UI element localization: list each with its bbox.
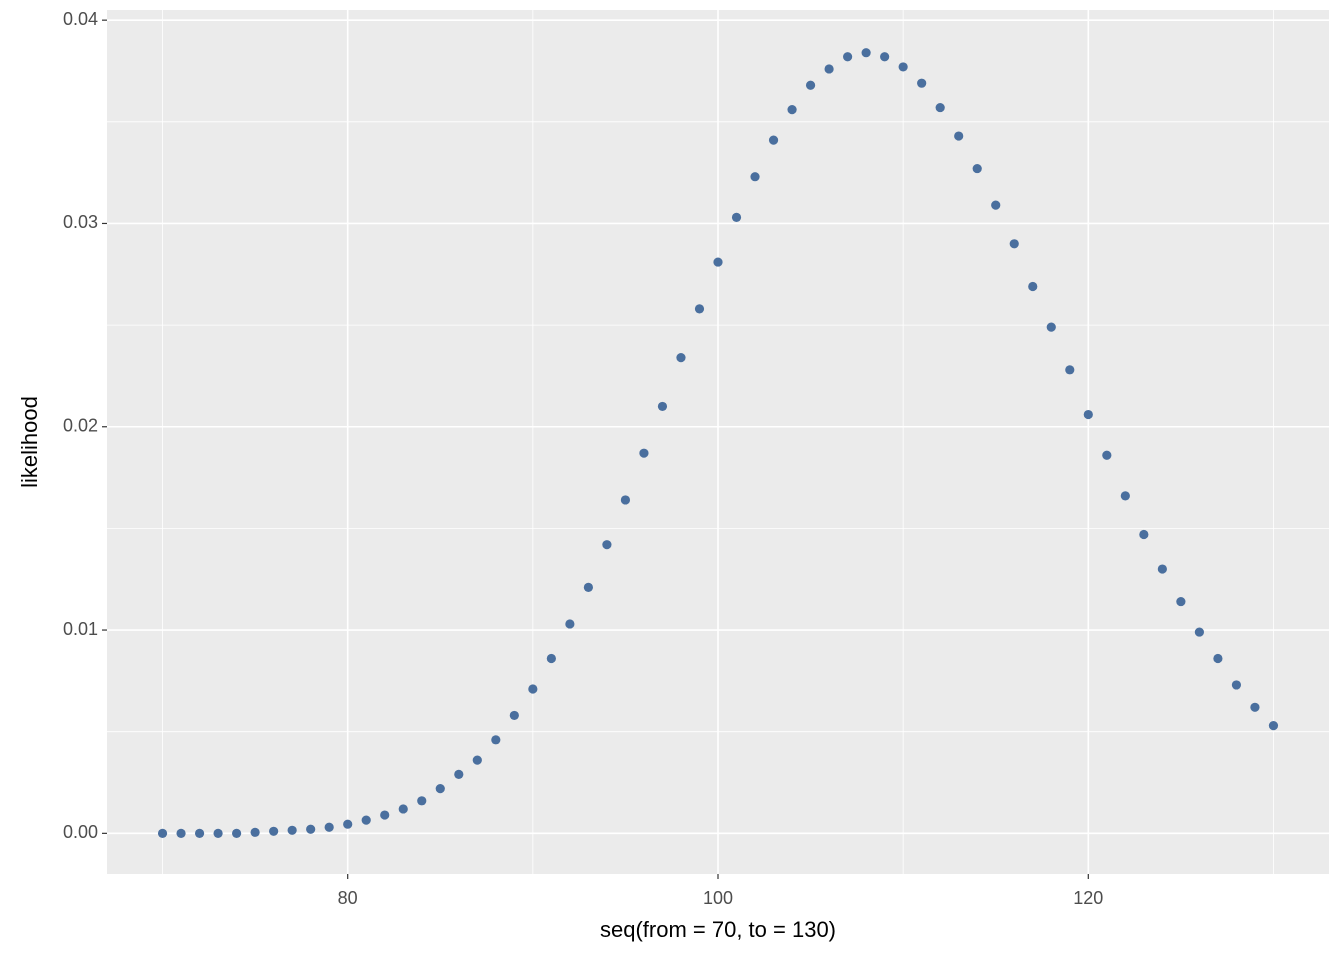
point <box>1231 680 1242 690</box>
point <box>1009 239 1019 249</box>
point <box>435 784 445 794</box>
point <box>1268 720 1279 731</box>
point <box>713 257 723 267</box>
point <box>472 755 482 765</box>
point <box>1139 529 1149 540</box>
point <box>509 710 519 721</box>
point <box>306 824 316 834</box>
point <box>380 810 390 820</box>
point <box>454 769 464 779</box>
point <box>1157 564 1167 574</box>
point <box>491 735 501 745</box>
point <box>417 796 427 806</box>
point <box>194 828 205 838</box>
point <box>620 495 631 505</box>
point <box>991 200 1001 210</box>
point <box>880 52 890 62</box>
point <box>324 822 334 832</box>
y-tick-label: 0.02 <box>63 416 98 436</box>
point <box>528 684 538 694</box>
point <box>361 815 371 825</box>
point <box>676 353 686 363</box>
point <box>805 80 816 90</box>
point <box>694 304 705 314</box>
y-axis-title: likelihood <box>17 396 42 488</box>
y-tick-label: 0.03 <box>63 212 98 232</box>
point <box>861 48 871 58</box>
point <box>157 828 168 838</box>
point <box>343 819 353 829</box>
x-tick-label: 80 <box>338 888 358 908</box>
y-tick-label: 0.00 <box>63 822 98 842</box>
point <box>583 582 593 592</box>
point <box>1102 450 1112 460</box>
point <box>250 827 260 837</box>
point <box>1065 365 1075 375</box>
y-tick-label: 0.04 <box>63 9 98 29</box>
point <box>232 828 242 838</box>
point <box>176 828 186 838</box>
point <box>1194 627 1204 637</box>
point <box>768 135 779 145</box>
point <box>750 172 760 182</box>
point <box>824 64 834 74</box>
point <box>843 52 853 62</box>
point <box>787 105 797 115</box>
point <box>1176 596 1186 607</box>
point <box>898 62 908 72</box>
point <box>639 448 649 458</box>
point <box>731 212 742 222</box>
x-tick-label: 100 <box>703 888 733 908</box>
point <box>546 653 556 664</box>
point <box>1083 409 1093 420</box>
point <box>398 804 408 814</box>
point <box>565 619 575 629</box>
point <box>972 163 982 174</box>
point <box>1213 653 1223 664</box>
x-axis-title: seq(from = 70, to = 130) <box>600 917 836 942</box>
point <box>1250 702 1260 712</box>
point <box>1028 281 1038 292</box>
point <box>1120 491 1130 501</box>
point <box>213 828 223 838</box>
point <box>1046 322 1056 332</box>
point <box>954 131 964 141</box>
point <box>657 401 668 412</box>
x-tick-label: 120 <box>1073 888 1103 908</box>
point <box>917 78 927 88</box>
point <box>602 540 612 550</box>
y-tick-label: 0.01 <box>63 619 98 639</box>
point <box>287 825 297 835</box>
point <box>935 102 945 113</box>
point <box>269 826 279 836</box>
